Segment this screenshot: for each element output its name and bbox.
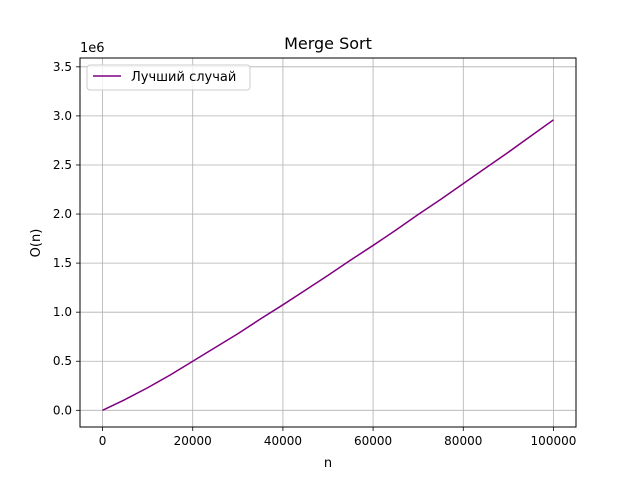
x-tick-label: 40000 (264, 434, 302, 448)
x-tick-label: 100000 (531, 434, 577, 448)
x-axis-label: n (324, 456, 332, 471)
plot-frame (79, 57, 577, 428)
series-layer (102, 119, 554, 411)
x-tick-label: 0 (99, 434, 107, 448)
y-tick-label: 2.5 (53, 158, 72, 172)
series-line (102, 119, 554, 411)
y-axis-label: O(n) (29, 229, 44, 258)
legend: Лучший случай (86, 64, 251, 91)
x-tick-label: 20000 (174, 434, 212, 448)
x-tick-label: 60000 (354, 434, 392, 448)
y-tick-label: 3.0 (53, 109, 72, 123)
chart-title: Merge Sort (284, 34, 372, 53)
legend-box (86, 64, 251, 91)
y-tick-label: 0.5 (53, 354, 72, 368)
legend-label: Лучший случай (131, 70, 236, 85)
y-offset-label: 1e6 (80, 41, 105, 56)
x-tick-label: 80000 (444, 434, 482, 448)
y-tick-label: 3.5 (53, 60, 72, 74)
axis-ticks: 0 20000 40000 60000 80000 100000 0.0 0.5 1.0 1.5 2… (53, 60, 576, 448)
y-tick-label: 1.5 (53, 256, 72, 270)
y-tick-label: 0.0 (53, 403, 72, 417)
grid (80, 58, 576, 427)
y-tick-label: 2.0 (53, 207, 72, 221)
y-tick-label: 1.0 (53, 305, 72, 319)
